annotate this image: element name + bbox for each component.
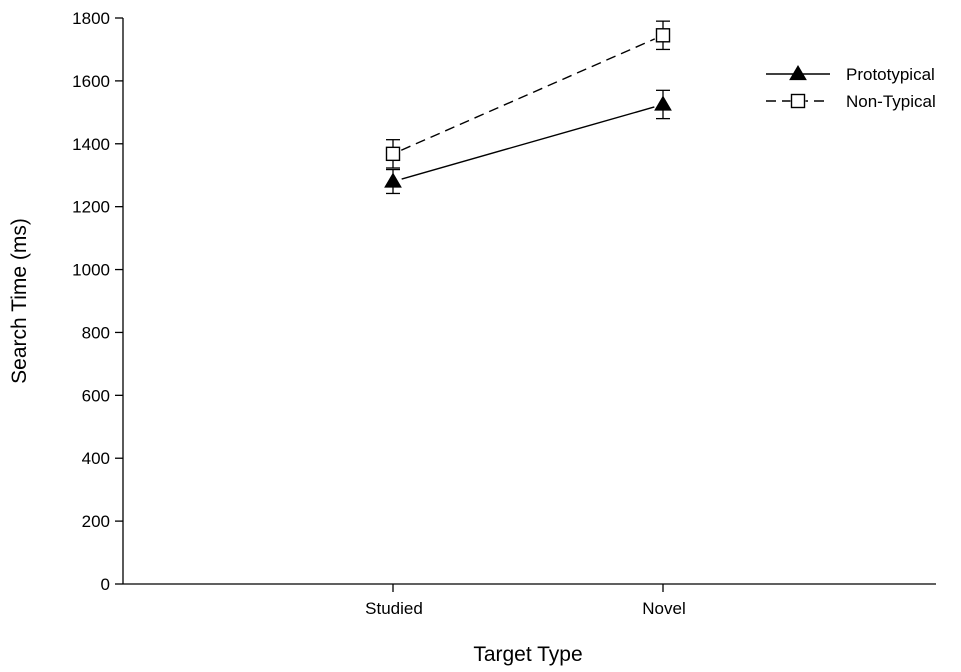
legend-item: Non-Typical [766,92,936,111]
y-tick-label: 1000 [72,261,110,280]
data-point [385,146,401,162]
series-layer [384,20,672,195]
y-axis-title: Search Time (ms) [8,218,31,384]
legend-marker [790,93,806,109]
x-ticks: Studied Novel [365,584,686,618]
x-tick-label: Studied [365,599,423,618]
data-point [654,95,672,111]
y-tick-label: 400 [82,449,110,468]
plot-area: 0 200 400 600 800 1000 1200 1400 1600 1800 Studie… [72,9,936,618]
y-tick-label: 1600 [72,72,110,91]
data-point [384,172,402,188]
y-ticks: 0 200 400 600 800 1000 1200 1400 1600 1800 [72,9,123,594]
y-tick-label: 0 [101,575,110,594]
legend-marker [789,65,807,81]
x-tick-label: Novel [642,599,685,618]
y-tick-label: 200 [82,512,110,531]
y-tick-label: 1800 [72,9,110,28]
series-non-typical [385,20,671,169]
legend-label: Non-Typical [846,92,936,111]
legend-item: Prototypical [766,65,935,84]
series-prototypical [384,89,672,195]
data-point [655,28,671,43]
y-tick-label: 1400 [72,135,110,154]
y-tick-label: 800 [82,323,110,342]
y-tick-label: 1200 [72,198,110,217]
legend: Prototypical Non-Typical [766,65,936,111]
series-line [401,106,655,180]
legend-label: Prototypical [846,65,935,84]
series-line [400,38,656,151]
y-tick-label: 600 [82,386,110,405]
x-axis-title: Target Type [473,643,582,666]
